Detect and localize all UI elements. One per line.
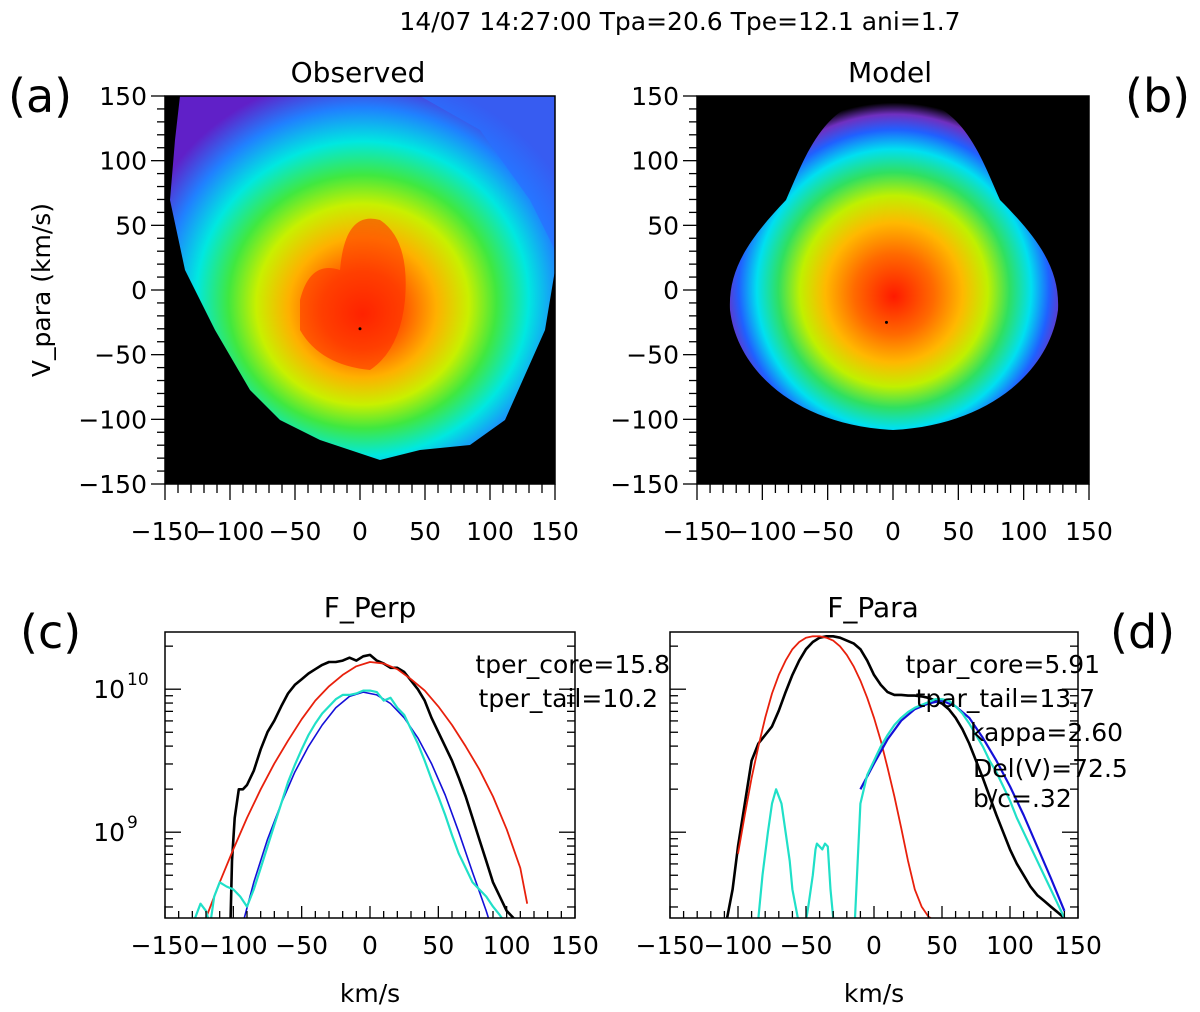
observed-y-tick-label: 100 — [99, 147, 147, 176]
f-para-x-tick-label: −50 — [780, 931, 833, 960]
f-perp-series-core-fit — [205, 661, 529, 918]
f-perp-y-tick-label: 10 — [93, 818, 125, 847]
model-x-tick-label: 150 — [1065, 517, 1113, 546]
f-para-series-core-fit — [737, 635, 933, 918]
f-perp-x-tick-label: 50 — [422, 931, 454, 960]
model-y-tick-label: −150 — [610, 470, 679, 499]
observed-title: Observed — [291, 56, 426, 89]
f-perp-x-tick-label: 0 — [362, 931, 378, 960]
observed-ylabel: V_para (km/s) — [27, 203, 56, 377]
panel-observed: Observed V_para (km/s) −150−100 −50 0 50 100… — [27, 56, 579, 546]
panel-letter-b: (b) — [1125, 69, 1190, 123]
f-para-series-observed — [725, 634, 1066, 918]
observed-x-tick-label: −50 — [269, 517, 322, 546]
model-y-tick-label: −100 — [610, 405, 679, 434]
observed-y-tick-label: −50 — [94, 341, 147, 370]
f-para-x-tick-label: 100 — [986, 931, 1034, 960]
model-x-tick-label: 100 — [1000, 517, 1048, 546]
f-para-annotation-core: tpar_core=5.91 — [905, 650, 1100, 679]
panel-letter-c: (c) — [20, 605, 81, 659]
model-y-tick-label: −50 — [626, 341, 679, 370]
f-perp-x-tick-label: −50 — [275, 931, 328, 960]
model-peak-marker — [884, 320, 888, 324]
f-para-annotation-tail: tpar_tail=13.7 — [916, 684, 1095, 713]
f-perp-annotation-tail: tper_tail=10.2 — [479, 684, 658, 713]
f-perp-x-tick-label: 150 — [551, 931, 599, 960]
f-perp-xlabel: km/s — [340, 979, 400, 1008]
panel-model: Model −150−100 −50 0 50 100 150−150−100−50050… — [610, 56, 1113, 546]
f-para-x-tick-label: 150 — [1054, 931, 1102, 960]
panel-letter-a: (a) — [8, 69, 72, 123]
panel-letter-d: (d) — [1110, 605, 1175, 659]
f-perp-annotation-core: tper_core=15.8 — [475, 650, 670, 679]
f-perp-x-tick-label: −150 — [131, 931, 200, 960]
observed-outer-stripes — [420, 96, 555, 250]
observed-y-tick-label: 0 — [131, 276, 147, 305]
f-para-annotation-bc: b/c=.32 — [973, 784, 1072, 813]
f-para-x-tick-label: 0 — [866, 931, 882, 960]
model-y-tick-label: 50 — [647, 211, 679, 240]
f-para-series-tail-observed-right — [853, 698, 1066, 918]
model-y-tick-label: 0 — [663, 276, 679, 305]
f-perp-series-tail-fit — [243, 691, 490, 918]
f-perp-y-tick-label: 10 — [93, 675, 125, 704]
observed-x-tick-label: 0 — [352, 517, 368, 546]
f-para-annotation-kappa: kappa=2.60 — [970, 718, 1123, 747]
observed-x-tick-label: −100 — [196, 517, 265, 546]
observed-y-tick-label: −100 — [78, 405, 147, 434]
f-perp-series-observed — [229, 653, 516, 918]
model-x-tick-label: 0 — [885, 517, 901, 546]
f-perp-x-tick-label: −100 — [199, 931, 268, 960]
f-para-x-tick-label: −100 — [704, 931, 773, 960]
f-perp-title: F_Perp — [324, 591, 417, 624]
f-perp-x-tick-label: 100 — [483, 931, 531, 960]
observed-x-tick-label: −150 — [131, 517, 200, 546]
observed-inner-core — [300, 218, 406, 370]
model-y-tick-label: 100 — [631, 147, 679, 176]
f-para-title: F_Para — [827, 591, 919, 624]
f-perp-series-tail-observed — [194, 689, 504, 918]
model-title: Model — [848, 56, 932, 89]
panel-f-para: F_Para −150 −100 −50 0 50 100 150 km/s tpar_co… — [636, 591, 1128, 1008]
f-para-series-tail-observed — [757, 788, 835, 918]
f-para-annotation-delv: Del(V)=72.5 — [973, 754, 1128, 783]
f-perp-y-tick-exponent: 9 — [127, 813, 138, 833]
observed-y-tick-label: 150 — [99, 82, 147, 111]
model-y-tick-label: 150 — [631, 82, 679, 111]
model-x-tick-label: 50 — [942, 517, 974, 546]
observed-x-tick-label: 100 — [466, 517, 514, 546]
model-distribution-region — [729, 96, 1059, 430]
observed-x-tick-label: 50 — [409, 517, 441, 546]
observed-peak-marker — [358, 327, 362, 331]
observed-y-tick-label: 50 — [115, 211, 147, 240]
model-x-tick-label: −50 — [801, 517, 854, 546]
f-perp-y-tick-exponent: 10 — [127, 670, 149, 690]
f-para-x-tick-label: 50 — [926, 931, 958, 960]
figure-title: 14/07 14:27:00 Tpa=20.6 Tpe=12.1 ani=1.7 — [399, 7, 960, 36]
f-para-x-tick-label: −150 — [636, 931, 705, 960]
observed-x-tick-label: 150 — [531, 517, 579, 546]
model-x-tick-label: −150 — [663, 517, 732, 546]
observed-y-tick-label: −150 — [78, 470, 147, 499]
model-x-tick-label: −100 — [728, 517, 797, 546]
f-para-xlabel: km/s — [844, 979, 904, 1008]
